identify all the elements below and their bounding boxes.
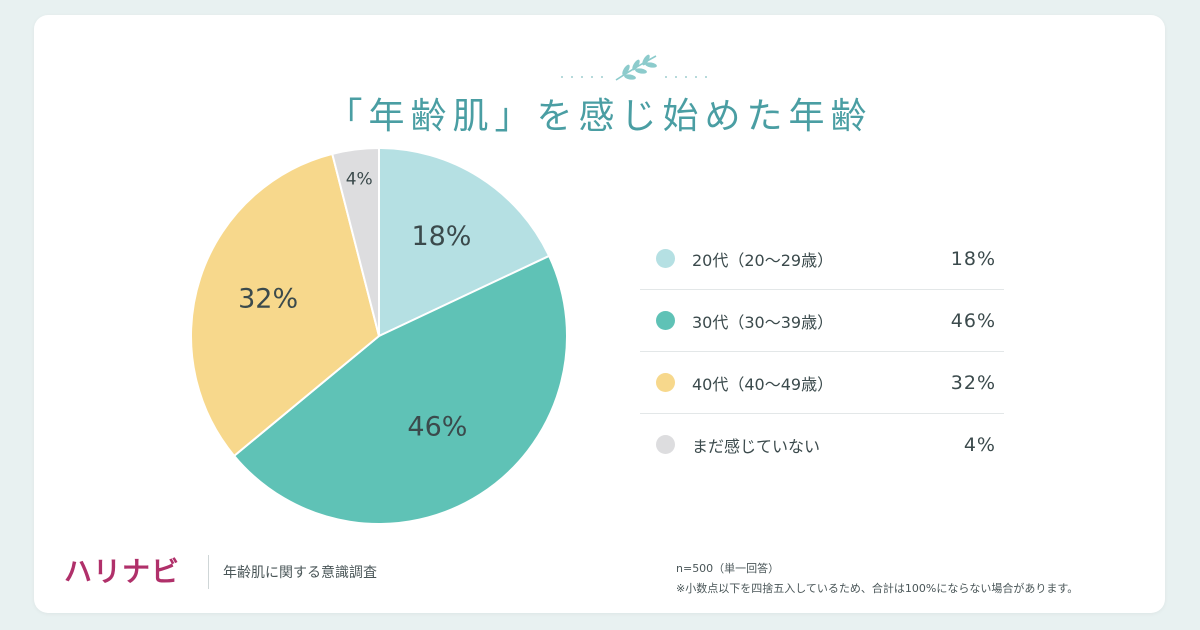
footer-divider xyxy=(208,555,209,589)
slice-30s xyxy=(232,254,568,525)
slice-40s xyxy=(190,152,381,458)
slice-data-label: 32% xyxy=(238,283,298,314)
legend-item-40s: 40代（40〜49歳） 32% xyxy=(640,352,1004,414)
legend-swatch xyxy=(656,249,675,268)
slice-20s xyxy=(378,146,551,338)
rounding-note: ※小数点以下を四捨五入しているため、合計は100%にならない場合があります。 xyxy=(676,582,1079,595)
survey-name: 年齢肌に関する意識調査 xyxy=(223,565,377,581)
slice-not-yet xyxy=(331,146,380,337)
legend-item-30s: 30代（30〜39歳） 46% xyxy=(640,290,1004,352)
slice-data-label: 18% xyxy=(411,221,471,252)
legend-label: まだ感じていない xyxy=(692,436,821,456)
slice-data-label: 4% xyxy=(346,169,373,189)
legend-swatch xyxy=(656,311,675,330)
legend: 20代（20〜29歳） 18% 30代（30〜39歳） 46% 40代（40〜4… xyxy=(640,228,1004,475)
legend-label: 20代（20〜29歳） xyxy=(692,250,834,270)
chart-card: 「年齢肌」を感じ始めた年齢 18% 46% 32% 4% 20代（20〜29歳） 18… xyxy=(34,15,1165,613)
legend-label: 30代（30〜39歳） xyxy=(692,312,834,332)
brand-logo: ハリナビ xyxy=(64,555,181,588)
legend-value: 32% xyxy=(950,371,996,394)
sample-note: n=500（単一回答） xyxy=(676,562,780,575)
slice-data-label: 46% xyxy=(407,412,467,443)
pie-chart: 18% 46% 32% 4% xyxy=(190,146,568,525)
legend-value: 46% xyxy=(950,309,996,332)
legend-item-not-yet: まだ感じていない 4% xyxy=(640,414,1004,475)
legend-swatch xyxy=(656,435,675,454)
legend-swatch xyxy=(656,373,675,392)
chart-title: 「年齢肌」を感じ始めた年齢 xyxy=(326,96,873,137)
legend-value: 4% xyxy=(963,433,996,456)
legend-item-20s: 20代（20〜29歳） 18% xyxy=(640,228,1004,290)
legend-label: 40代（40〜49歳） xyxy=(692,374,834,394)
leaf-sprig-icon xyxy=(561,54,707,81)
legend-value: 18% xyxy=(950,247,996,270)
